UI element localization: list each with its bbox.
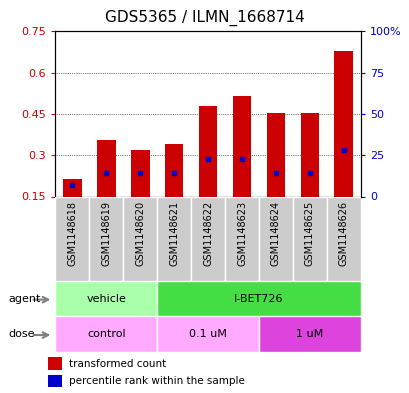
- Text: GSM1148624: GSM1148624: [270, 201, 280, 266]
- Bar: [225, 196, 258, 281]
- Text: percentile rank within the sample: percentile rank within the sample: [69, 376, 244, 386]
- Bar: [130, 150, 149, 196]
- Bar: [198, 106, 217, 196]
- Text: GSM1148618: GSM1148618: [67, 201, 77, 266]
- Text: GSM1148623: GSM1148623: [236, 201, 246, 266]
- Text: GSM1148619: GSM1148619: [101, 201, 111, 266]
- Text: dose: dose: [8, 329, 35, 339]
- Bar: [157, 281, 360, 316]
- Bar: [300, 113, 319, 196]
- Bar: [97, 140, 115, 196]
- Bar: [63, 178, 81, 196]
- Text: control: control: [87, 329, 125, 339]
- Bar: [157, 196, 191, 281]
- Text: 1 uM: 1 uM: [296, 329, 323, 339]
- Bar: [55, 281, 157, 316]
- Text: I-BET726: I-BET726: [234, 294, 283, 304]
- Text: 0.1 uM: 0.1 uM: [189, 329, 227, 339]
- Bar: [191, 196, 225, 281]
- Bar: [164, 144, 183, 196]
- Bar: [292, 196, 326, 281]
- Bar: [55, 316, 157, 352]
- Text: GDS5365 / ILMN_1668714: GDS5365 / ILMN_1668714: [105, 9, 304, 26]
- Bar: [258, 316, 360, 352]
- Text: GSM1148622: GSM1148622: [202, 201, 213, 266]
- Bar: [334, 51, 352, 196]
- Bar: [266, 113, 285, 196]
- Text: transformed count: transformed count: [69, 358, 166, 369]
- Bar: [157, 316, 258, 352]
- Bar: [123, 196, 157, 281]
- Bar: [48, 375, 62, 387]
- Bar: [89, 196, 123, 281]
- Bar: [232, 96, 251, 196]
- Bar: [258, 196, 292, 281]
- Text: GSM1148625: GSM1148625: [304, 201, 314, 266]
- Text: GSM1148620: GSM1148620: [135, 201, 145, 266]
- Bar: [326, 196, 360, 281]
- Bar: [48, 357, 62, 369]
- Bar: [55, 196, 89, 281]
- Text: vehicle: vehicle: [86, 294, 126, 304]
- Text: agent: agent: [8, 294, 40, 304]
- Text: GSM1148626: GSM1148626: [338, 201, 348, 266]
- Text: GSM1148621: GSM1148621: [169, 201, 179, 266]
